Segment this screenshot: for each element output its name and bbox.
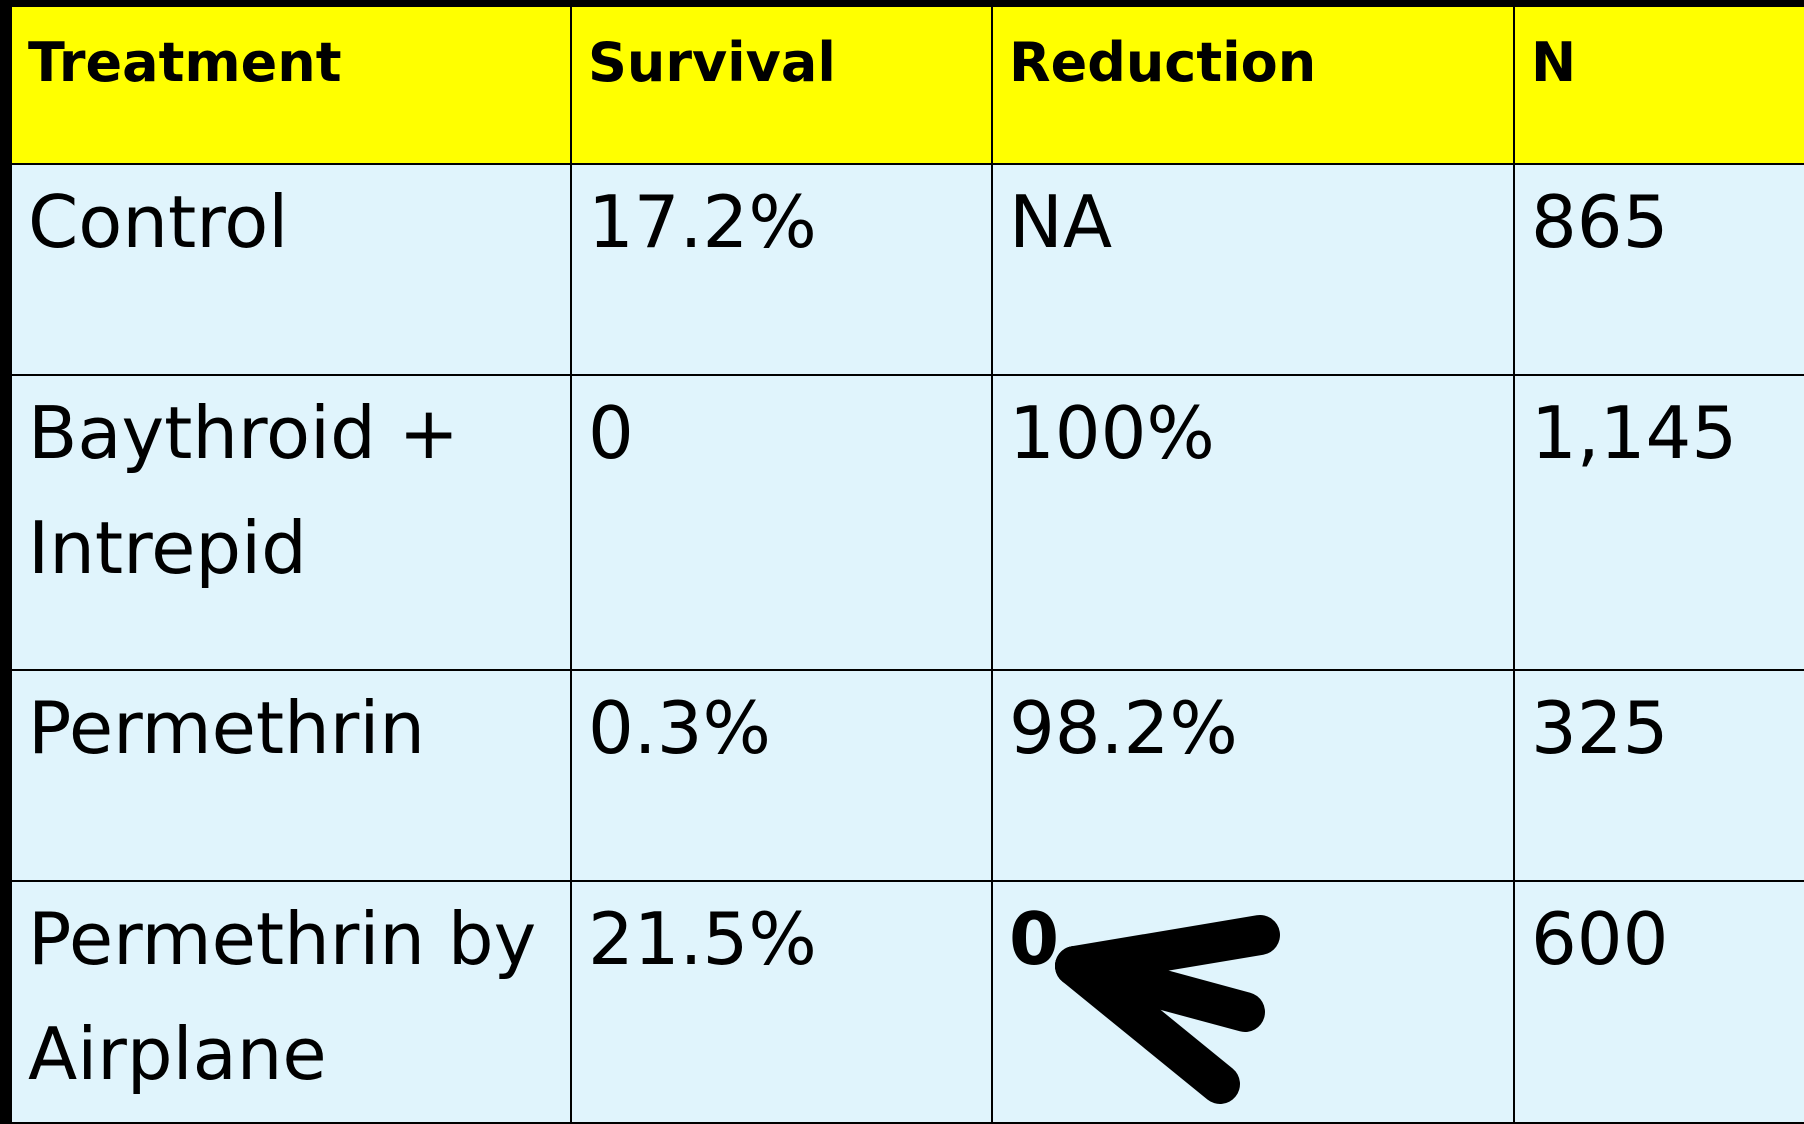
table-cell: 0 bbox=[572, 376, 993, 671]
table-cell: Permethrin by Airplane bbox=[12, 882, 572, 1124]
table-cell: 865 bbox=[1515, 165, 1804, 376]
header-cell: N bbox=[1515, 7, 1804, 165]
table-cell: Permethrin bbox=[12, 671, 572, 882]
table-cell: 21.5% bbox=[572, 882, 993, 1124]
header-cell: Treatment bbox=[12, 7, 572, 165]
table-cell: 98.2% bbox=[993, 671, 1515, 882]
pointer-arrow bbox=[1055, 915, 1280, 1104]
table-cell: 1,145 bbox=[1515, 376, 1804, 671]
table-cell: 100% bbox=[993, 376, 1515, 671]
table-cell: NA bbox=[993, 165, 1515, 376]
table-cell: 17.2% bbox=[572, 165, 993, 376]
header-cell: Reduction bbox=[993, 7, 1515, 165]
table-cell: Baythroid + Intrepid bbox=[12, 376, 572, 671]
table-cell: 0.3% bbox=[572, 671, 993, 882]
header-cell: Survival bbox=[572, 7, 993, 165]
data-table: Treatment Survival Reduction N Control 17.2% N… bbox=[12, 7, 1804, 1124]
table-cell: Control bbox=[12, 165, 572, 376]
table-cell: 325 bbox=[1515, 671, 1804, 882]
table-cell: 600 bbox=[1515, 882, 1804, 1124]
